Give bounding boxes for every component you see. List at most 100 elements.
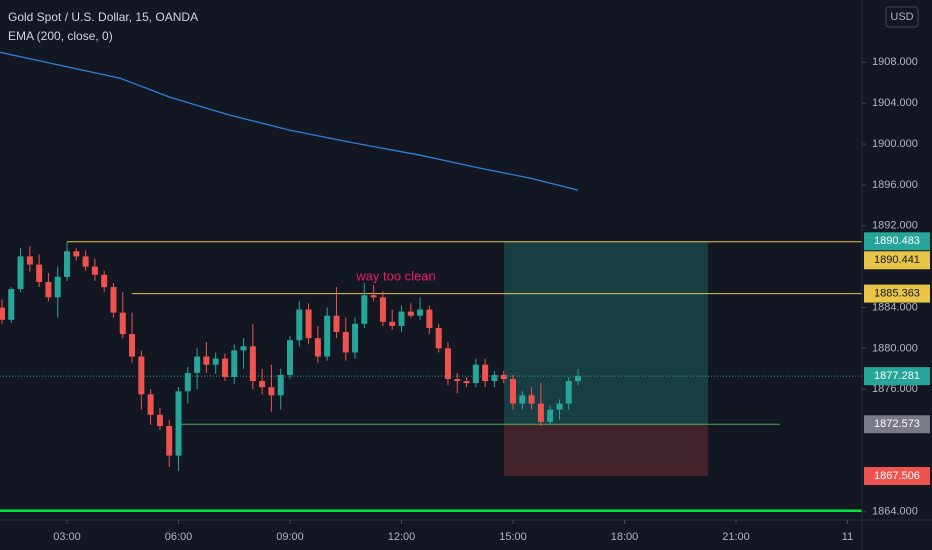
candle-body: [528, 395, 535, 404]
candle-body: [296, 309, 303, 341]
price-label: 1877.281: [874, 370, 920, 382]
x-tick-label: 11: [842, 531, 853, 543]
candle-body: [259, 381, 266, 388]
x-tick-label: 21:00: [722, 531, 750, 543]
y-tick-label: 1892.000: [872, 220, 918, 232]
candle-body: [110, 287, 117, 313]
currency-label[interactable]: USD: [890, 11, 913, 23]
candle-body: [73, 251, 80, 257]
y-tick-label: 1900.000: [872, 138, 918, 150]
candle-body: [407, 311, 414, 316]
candle-body: [565, 381, 572, 404]
candle-body: [101, 274, 108, 288]
candle-body: [342, 332, 349, 353]
chart-title: Gold Spot / U.S. Dollar, 15, OANDA: [8, 10, 198, 24]
candle-body: [575, 376, 582, 382]
candle-body: [435, 327, 442, 349]
candle-body: [370, 295, 377, 298]
price-label: 1890.441: [874, 254, 920, 266]
candle-body: [249, 346, 256, 382]
candle-body: [212, 358, 219, 365]
indicator-legend: EMA (200, close, 0): [8, 29, 113, 43]
candle-body: [175, 391, 182, 456]
price-label-box: [864, 415, 930, 434]
y-tick-label: 1876.000: [872, 383, 918, 395]
candle-body: [444, 348, 451, 380]
candle-body: [221, 358, 228, 377]
y-tick-label: 1880.000: [872, 342, 918, 354]
price-label: 1867.506: [874, 470, 920, 482]
candle-body: [417, 309, 424, 316]
candle-body: [398, 311, 405, 326]
candle-body: [26, 256, 33, 265]
candle-body: [333, 315, 340, 333]
candle-body: [147, 394, 154, 415]
y-tick-label: 1908.000: [872, 56, 918, 68]
candle-body: [240, 346, 247, 351]
candle-body: [305, 309, 312, 339]
y-tick-label: 1896.000: [872, 179, 918, 191]
candle-body: [510, 379, 517, 404]
candle-body: [184, 372, 191, 392]
candle-body: [556, 403, 563, 410]
candle-body: [231, 350, 238, 377]
y-tick-label: 1904.000: [872, 97, 918, 109]
candle-body: [36, 264, 43, 282]
x-tick-label: 09:00: [276, 531, 304, 543]
price-label-box: [864, 284, 930, 303]
price-label: 1885.363: [874, 287, 920, 299]
candle-body: [426, 309, 433, 328]
x-tick-label: 15:00: [499, 531, 527, 543]
candle-body: [54, 276, 61, 298]
y-tick-label: 1864.000: [872, 506, 918, 518]
candle-body: [463, 381, 470, 384]
candle-body: [156, 414, 163, 427]
candle-body: [45, 281, 52, 298]
candle-body: [82, 256, 89, 267]
candle-body: [491, 374, 498, 382]
candle-body: [361, 295, 368, 324]
candle-body: [379, 297, 386, 322]
price-label-box: [864, 367, 930, 386]
candle-body: [500, 374, 507, 380]
candle-body: [8, 289, 15, 320]
candle-body: [64, 251, 71, 277]
candle-body: [268, 387, 275, 396]
candle-body: [277, 374, 284, 396]
x-tick-label: 06:00: [165, 531, 193, 543]
ema-line: [0, 51, 579, 191]
annotation: way too clean: [355, 268, 436, 283]
candle-body: [324, 315, 331, 357]
currency-button[interactable]: [885, 6, 919, 28]
candle-body: [454, 379, 461, 382]
candle-body: [17, 256, 24, 290]
candle-body: [287, 340, 294, 375]
price-label-box: [864, 251, 930, 270]
candle-body: [482, 364, 489, 382]
candle-body: [472, 364, 479, 384]
price-label: 1890.483: [874, 235, 920, 247]
candle-body: [91, 266, 98, 275]
price-label-box: [864, 467, 930, 486]
price-label-box: [864, 232, 930, 251]
x-tick-label: 18:00: [611, 531, 639, 543]
y-tick-label: 1884.000: [872, 301, 918, 313]
candle-body: [129, 334, 136, 357]
candle-body: [352, 323, 359, 353]
candle-body: [547, 409, 554, 422]
x-tick-label: 03:00: [53, 531, 81, 543]
candle-body: [203, 356, 210, 365]
candle-body: [389, 321, 396, 326]
candle-body: [314, 338, 321, 357]
candle-body: [138, 356, 145, 395]
plot-area: [0, 51, 862, 513]
candle-body: [0, 307, 5, 320]
candle-body: [166, 426, 173, 456]
profit-zone: [504, 241, 709, 425]
candle-body: [194, 356, 201, 373]
candle-body: [119, 312, 126, 335]
candle-body: [537, 403, 544, 422]
